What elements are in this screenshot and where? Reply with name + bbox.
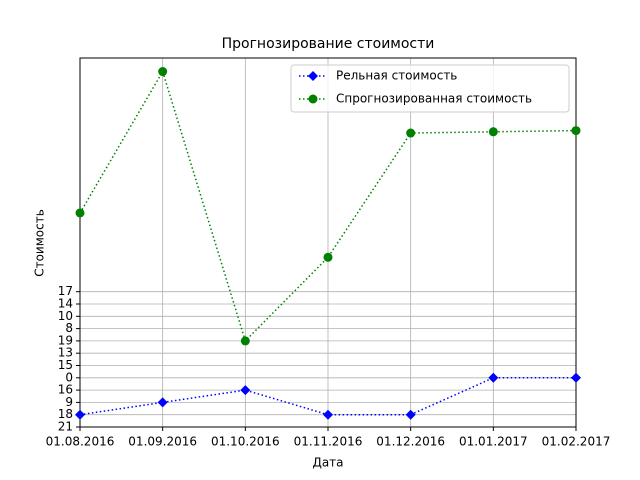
legend-label: Рельная стоимость [336,69,457,83]
data-point [571,372,581,383]
y-axis-label: Стоимость [33,209,47,277]
y-tick-label: 16 [58,383,73,397]
x-tick-label: 01.02.2017 [542,435,611,449]
data-point [488,127,498,137]
x-tick-label: 01.01.2017 [459,435,528,449]
y-tick-label: 18 [58,407,73,421]
data-point [323,409,333,420]
x-tick-label: 01.12.2016 [376,435,445,449]
y-tick-label: 0 [65,370,73,384]
y-tick-label: 14 [58,297,73,311]
x-tick-label: 01.10.2016 [211,435,280,449]
y-tick-label: 10 [58,309,73,323]
data-point [571,126,581,136]
y-tick-label: 9 [65,395,73,409]
x-axis-label: Дата [312,456,343,470]
data-point [323,252,333,262]
legend-box [290,64,570,113]
data-point [157,397,168,408]
data-point [75,208,85,218]
y-tick-label: 19 [58,333,73,347]
plot-frame [79,57,577,428]
x-tick-label: 01.08.2016 [46,435,115,449]
legend-marker [308,71,318,81]
y-tick-label: 15 [58,358,73,372]
data-point [240,385,251,396]
data-point [488,372,499,383]
y-tick-label: 8 [65,321,73,335]
data-point [240,336,250,346]
data-point [406,128,416,138]
legend-marker [308,94,318,104]
y-tick-label: 21 [58,420,73,434]
y-tick-label: 13 [58,346,73,360]
data-point [158,67,168,77]
x-tick-label: 01.11.2016 [294,435,363,449]
legend-label: Спрогнозированная стоимость [336,92,532,106]
y-tick-label: 17 [58,284,73,298]
x-tick-label: 01.09.2016 [128,435,197,449]
data-point [75,409,85,420]
data-point [405,409,416,420]
chart-title: Прогнозирование стоимости [222,36,435,52]
